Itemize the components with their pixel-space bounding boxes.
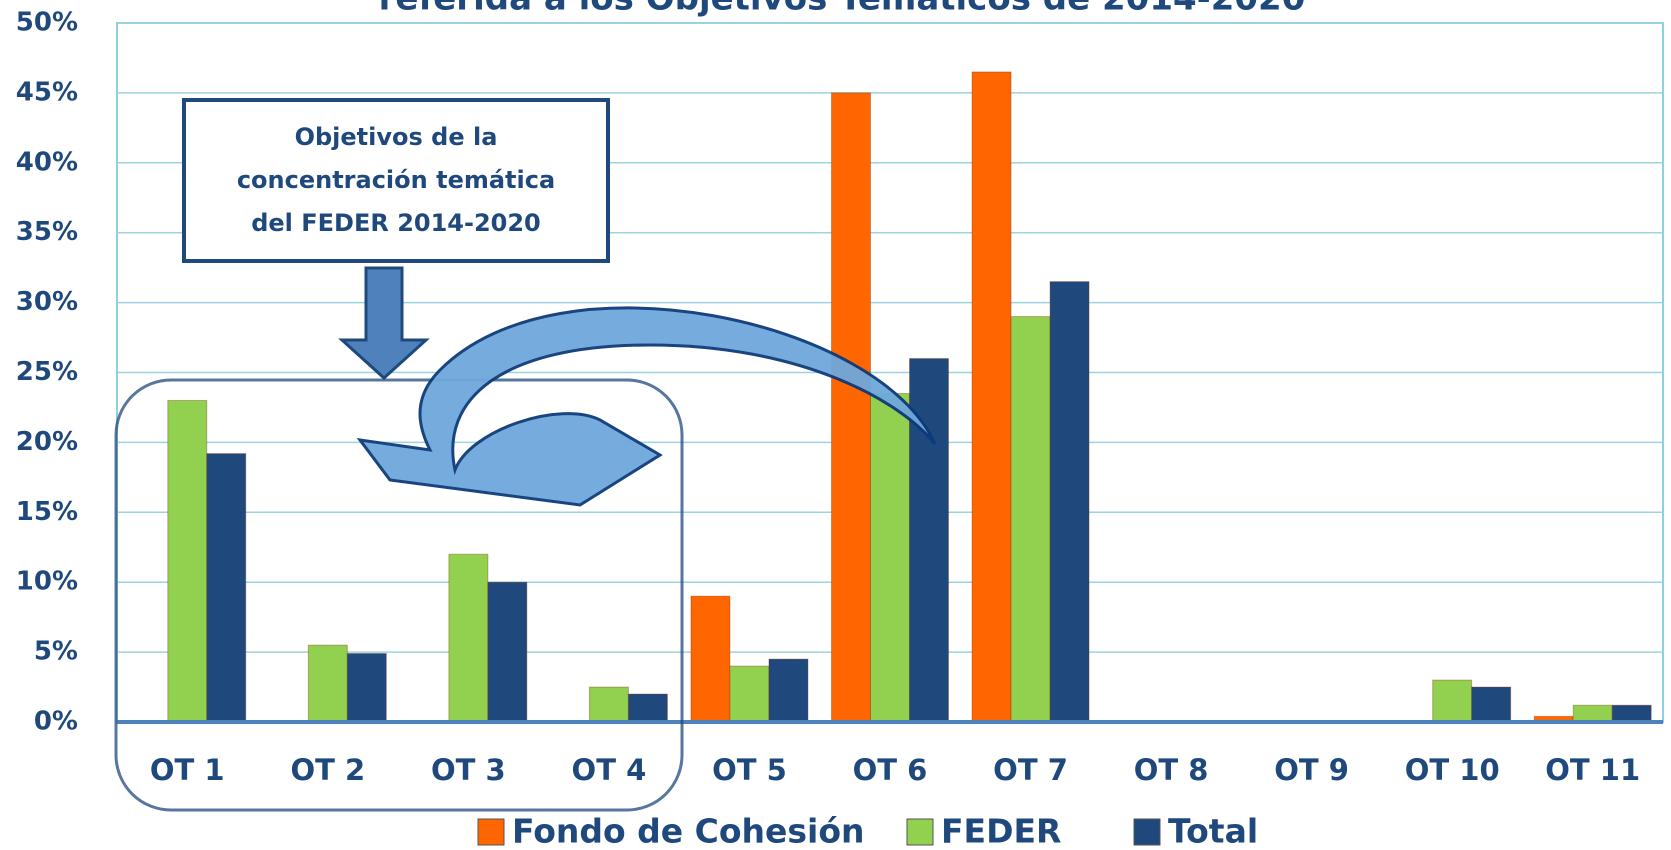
annotation: Objetivos de la [295,123,498,151]
y-tick-label: 30% [16,287,78,317]
bar [308,645,347,722]
x-tick-label: OT 7 [993,753,1068,787]
chart-title: referida a los Objetivos Temáticos de 20… [379,0,1306,19]
legend-swatch [1134,819,1160,845]
y-tick-label: 50% [16,8,78,38]
bar [691,596,730,722]
bar [589,687,628,722]
x-tick-label: OT 5 [712,753,787,787]
bar [769,659,808,722]
bar [972,72,1011,722]
y-tick-label: 10% [16,567,78,597]
y-tick-label: 25% [16,357,78,387]
bar [832,93,871,722]
y-tick-label: 45% [16,77,78,107]
bar [1612,705,1651,722]
bar [1573,705,1612,722]
legend-label: Total [1168,812,1258,850]
bar [488,582,527,722]
bar [168,400,207,722]
y-tick-label: 40% [16,147,78,177]
x-tick-label: OT 6 [853,753,928,787]
bar [730,666,769,722]
x-tick-label: OT 8 [1134,753,1209,787]
x-tick-label: OT 2 [290,753,365,787]
annotation: concentración temática [237,166,555,194]
x-tick-label: OT 3 [431,753,506,787]
legend-swatch [907,819,933,845]
legend-label: FEDER [941,812,1061,850]
bar [1011,317,1050,722]
bar [207,454,246,722]
y-tick-label: 5% [34,637,78,667]
y-tick-label: 15% [16,497,78,527]
y-tick-label: 35% [16,217,78,247]
y-tick-label: 20% [16,427,78,457]
bar [628,694,667,722]
x-tick-label: OT 11 [1545,753,1640,787]
bar [1472,687,1511,722]
bar [449,554,488,722]
bar [871,393,910,722]
x-tick-label: OT 1 [150,753,225,787]
x-tick-label: OT 10 [1405,753,1500,787]
bar [347,653,386,722]
x-tick-label: OT 4 [572,753,647,787]
annotation: del FEDER 2014-2020 [251,209,541,237]
y-tick-label: 0% [34,707,78,737]
bar [1433,680,1472,722]
chart: referida a los Objetivos Temáticos de 20… [0,0,1671,850]
x-tick-label: OT 9 [1274,753,1349,787]
legend-label: Fondo de Cohesión [512,812,865,850]
bar [1050,282,1089,722]
legend-swatch [478,819,504,845]
